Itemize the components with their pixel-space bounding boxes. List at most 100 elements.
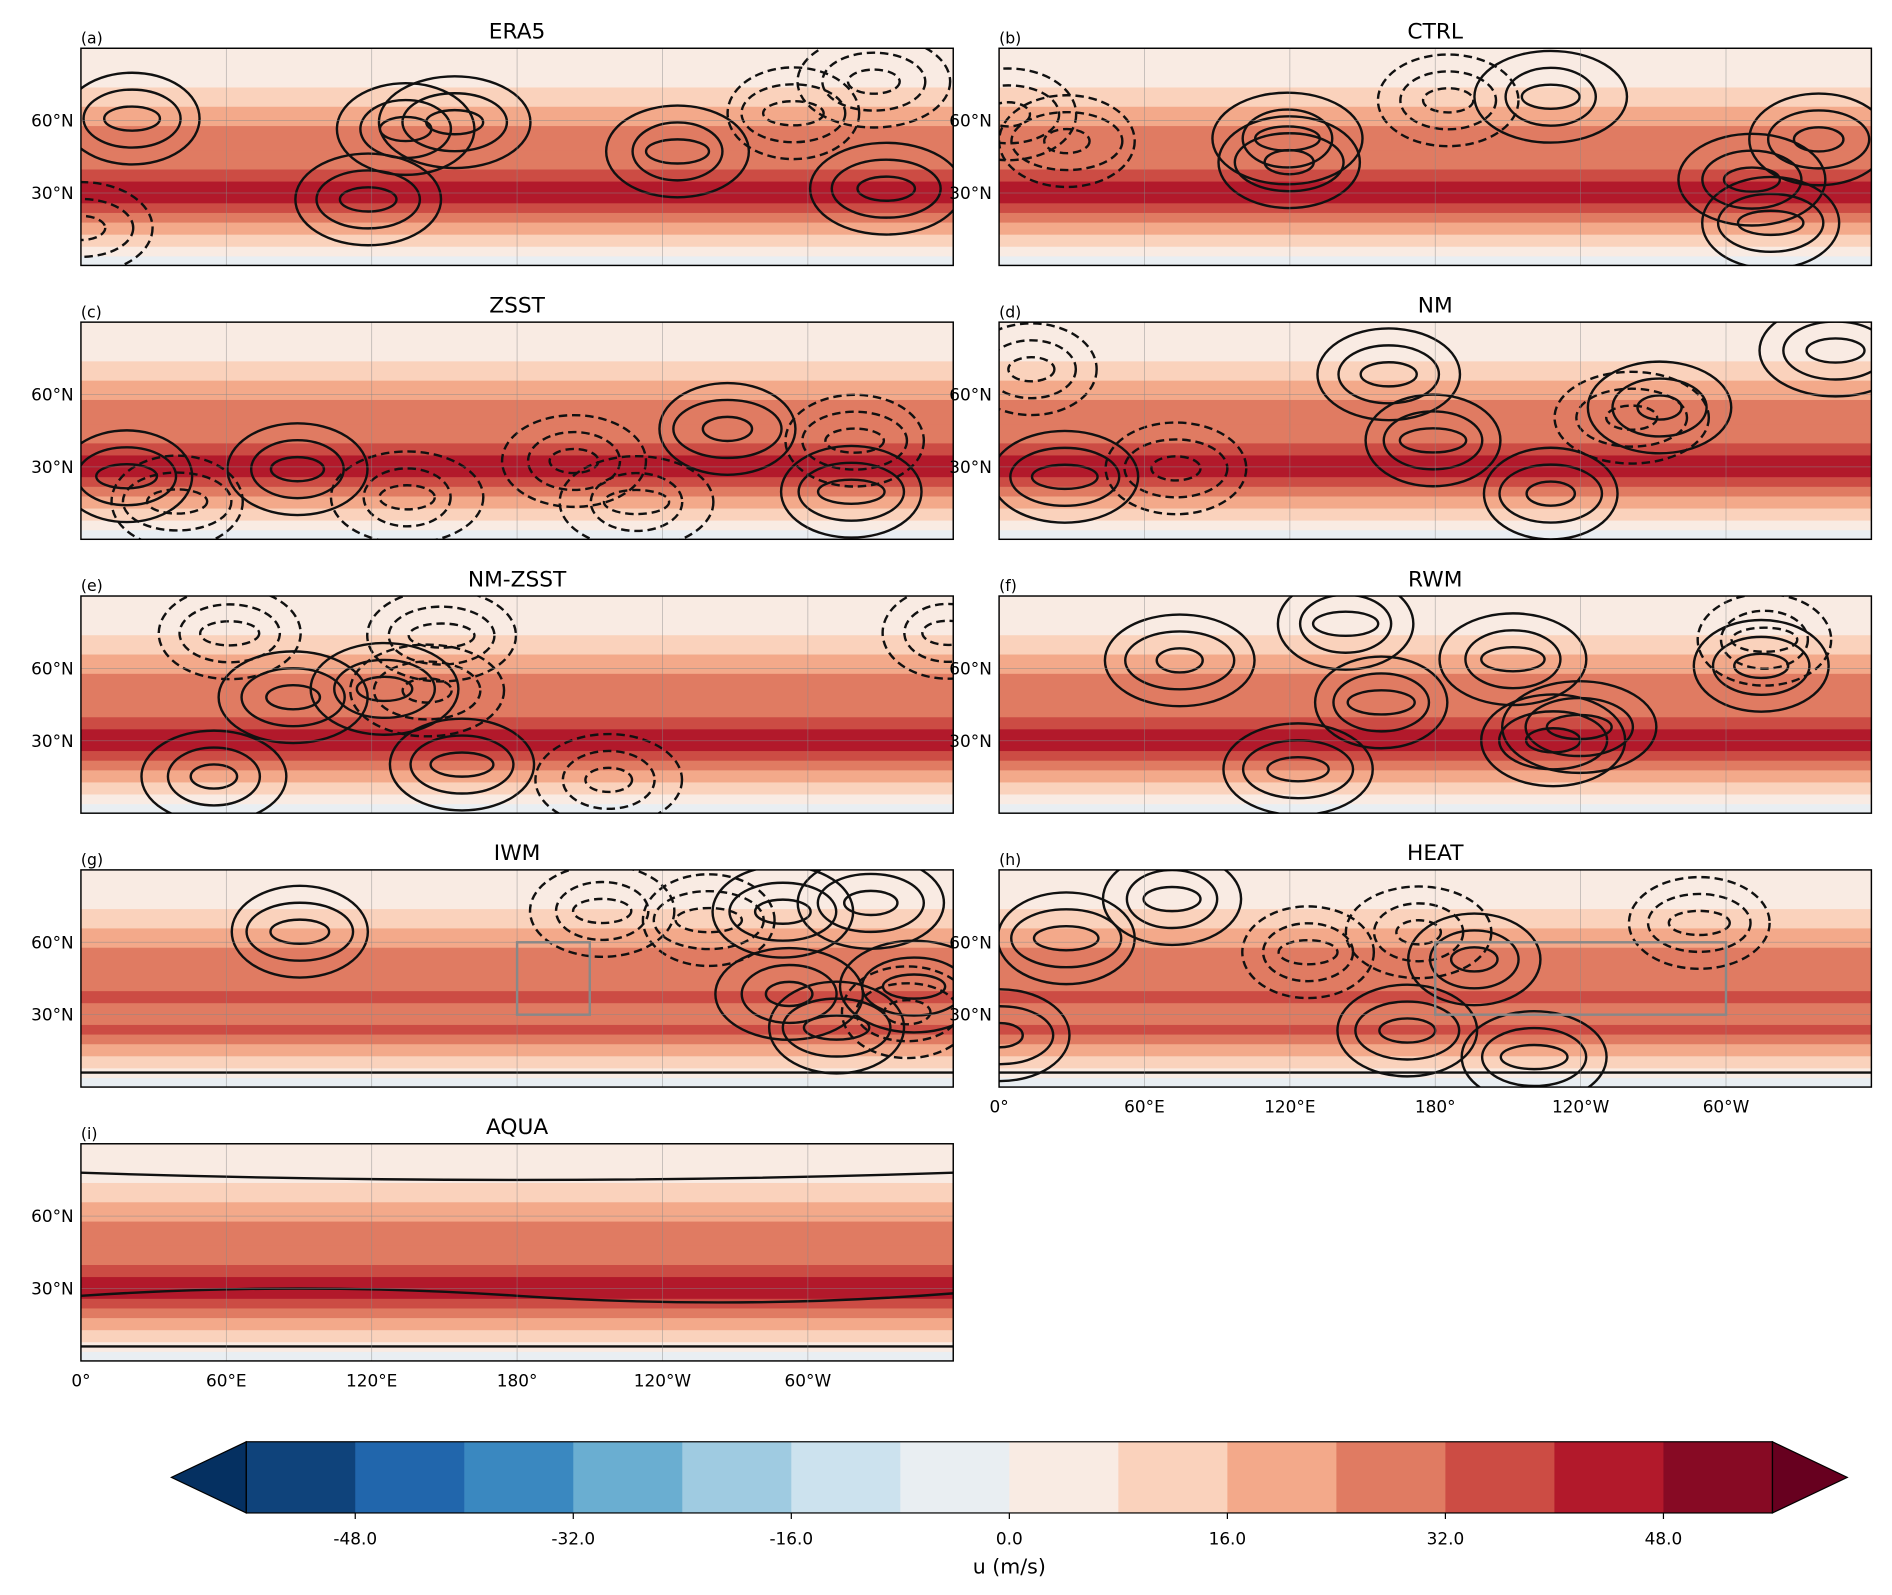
height-contour xyxy=(781,997,892,1058)
height-contour xyxy=(329,450,485,540)
height-contour xyxy=(1480,1026,1588,1088)
lon-tick-label: 0° xyxy=(989,1096,1008,1116)
height-contour xyxy=(1032,924,1100,952)
height-contour xyxy=(1101,869,1243,947)
panel-frame xyxy=(998,869,1873,1088)
height-contour xyxy=(1499,1043,1569,1071)
height-contour xyxy=(999,339,1078,400)
height-contour xyxy=(1730,626,1799,653)
height-contour xyxy=(315,169,422,230)
colorbar-box xyxy=(246,1441,356,1513)
height-contour xyxy=(1211,91,1364,186)
panel-title: RWM xyxy=(1408,567,1462,592)
height-contour xyxy=(881,973,947,1000)
height-contour xyxy=(764,980,814,1008)
height-contour xyxy=(652,889,765,951)
height-contour xyxy=(644,138,711,165)
map-panel xyxy=(999,596,1872,814)
height-contour xyxy=(1354,1000,1461,1061)
height-contour xyxy=(921,619,954,647)
height-contour xyxy=(797,461,906,522)
height-contour xyxy=(840,965,954,1060)
height-contour xyxy=(816,478,886,506)
height-contour xyxy=(860,956,954,1017)
height-contour xyxy=(95,462,159,490)
height-contour xyxy=(500,413,648,509)
height-contour xyxy=(604,104,751,199)
height-contour xyxy=(1142,885,1202,913)
colorbar-box xyxy=(1118,1441,1228,1513)
height-contour xyxy=(1636,394,1683,421)
height-contour xyxy=(1677,132,1827,227)
map-panel xyxy=(80,48,954,266)
height-contour xyxy=(641,873,776,968)
lat-tick-label: 30°N xyxy=(949,1005,992,1025)
height-contour xyxy=(1482,446,1619,540)
height-contour xyxy=(1520,83,1581,111)
height-contour xyxy=(1716,192,1825,253)
colorbar-box xyxy=(573,1441,683,1513)
lon-tick-label: 180° xyxy=(497,1370,538,1390)
height-contour xyxy=(1277,938,1339,966)
height-contour xyxy=(1030,463,1099,491)
panel-label: (g) xyxy=(81,850,103,869)
height-contour xyxy=(1359,361,1418,388)
height-contour xyxy=(802,1014,871,1041)
panel-label: (i) xyxy=(81,1124,98,1143)
height-contour xyxy=(388,717,536,812)
colorbar-box xyxy=(1663,1441,1774,1513)
height-contour xyxy=(1266,755,1330,783)
height-contour xyxy=(110,454,244,540)
panel-label: (e) xyxy=(81,576,103,595)
height-contour xyxy=(561,749,656,811)
panel-label: (h) xyxy=(999,850,1021,869)
height-contour xyxy=(166,746,262,807)
height-contour xyxy=(753,898,812,925)
height-contour xyxy=(265,683,322,711)
height-contour xyxy=(726,66,861,161)
height-contour xyxy=(145,488,209,515)
height-contour xyxy=(1722,166,1782,193)
height-contour xyxy=(1460,1010,1608,1088)
colorbar-box xyxy=(1445,1441,1556,1513)
colorbar-box xyxy=(791,1441,901,1513)
height-contour xyxy=(1428,929,1520,990)
lat-tick-label: 30°N xyxy=(31,1005,74,1025)
height-contour xyxy=(1398,427,1468,454)
height-contour xyxy=(140,729,288,814)
height-contour xyxy=(157,596,302,681)
height-contour xyxy=(1480,693,1627,788)
height-contour xyxy=(355,675,414,703)
height-contour xyxy=(999,94,1136,189)
height-contour xyxy=(1241,108,1334,169)
height-contour xyxy=(554,880,650,942)
height-contour xyxy=(409,734,515,795)
height-contour xyxy=(1332,672,1431,733)
height-contour xyxy=(740,963,838,1025)
height-contour xyxy=(528,869,676,958)
lat-tick-label: 60°N xyxy=(31,385,74,405)
colorbar-tick-label: 32.0 xyxy=(1427,1528,1465,1548)
lon-tick-label: 60°E xyxy=(206,1370,247,1390)
height-contour xyxy=(1150,455,1202,482)
height-contour xyxy=(548,447,600,475)
height-contour xyxy=(842,889,899,917)
height-contour xyxy=(198,620,261,647)
height-contour xyxy=(631,121,724,182)
colorbar-box xyxy=(682,1441,792,1513)
height-contour xyxy=(602,488,671,516)
colorbar-box xyxy=(1009,1441,1119,1513)
height-contour xyxy=(674,906,744,934)
height-contour xyxy=(1123,438,1229,499)
height-contour xyxy=(1241,905,1376,1000)
panel-title: ERA5 xyxy=(489,20,546,45)
height-contour xyxy=(1336,983,1479,1078)
lon-tick-label: 120°E xyxy=(346,1370,397,1390)
height-contour xyxy=(362,467,452,528)
height-contour xyxy=(1758,322,1872,398)
height-contour xyxy=(558,454,715,540)
colorbar-tick-label: -16.0 xyxy=(769,1528,813,1548)
panel-frame xyxy=(80,1143,954,1362)
height-contour xyxy=(335,81,476,177)
